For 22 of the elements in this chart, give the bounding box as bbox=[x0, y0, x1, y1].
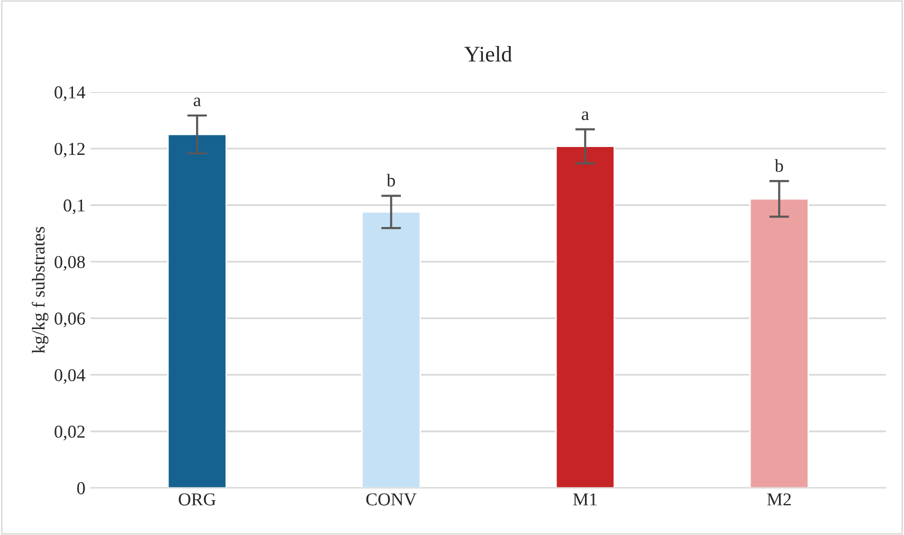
bar bbox=[555, 146, 615, 488]
x-tick-label: M2 bbox=[767, 493, 791, 506]
annotation: a bbox=[194, 98, 201, 106]
y-tick-label: 0,02 bbox=[54, 426, 85, 440]
annotation: b bbox=[386, 174, 395, 187]
annotation: b bbox=[774, 159, 784, 172]
chart-title: Yield bbox=[464, 46, 512, 62]
annotation: a bbox=[582, 111, 589, 120]
y-tick-label: 0,1 bbox=[64, 199, 84, 214]
bar bbox=[361, 211, 421, 488]
y-tick-label: 0,14 bbox=[54, 86, 86, 102]
x-tick-label: ORG bbox=[178, 493, 216, 506]
bar bbox=[749, 198, 810, 488]
y-tick-label: 0,12 bbox=[54, 142, 85, 158]
x-tick-label: M1 bbox=[573, 493, 597, 506]
y-tick-label: 0,08 bbox=[54, 256, 85, 271]
y-tick-label: 0,04 bbox=[54, 369, 86, 384]
y-tick-label: 0,06 bbox=[54, 312, 85, 328]
y-tick-label: 0 bbox=[77, 482, 85, 494]
bar bbox=[167, 134, 227, 488]
x-tick-label: CONV bbox=[366, 493, 417, 506]
y-axis-title: kg/kg f substrates bbox=[32, 226, 48, 354]
